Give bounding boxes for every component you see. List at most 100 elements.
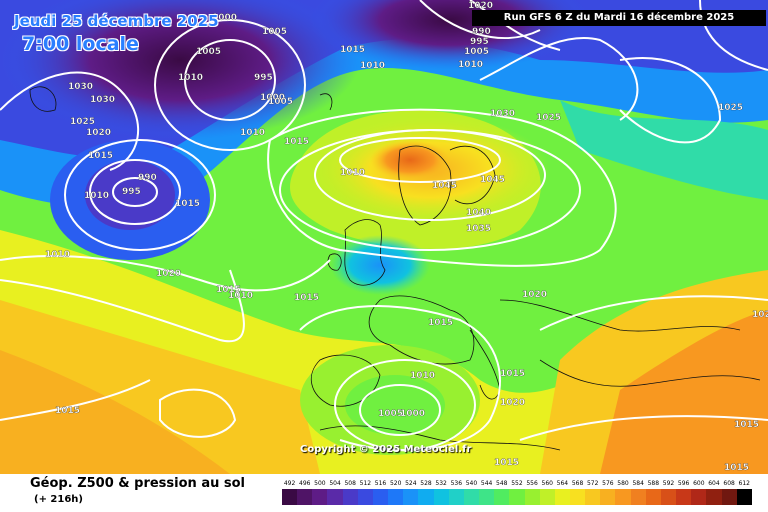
- scale-swatch: [600, 489, 616, 505]
- scale-label: 572: [586, 480, 599, 487]
- scale-label: 504: [329, 480, 341, 487]
- scale-label: 536: [450, 480, 463, 487]
- isobar-label: 1030: [490, 109, 515, 119]
- isobar-label: 1025: [70, 117, 95, 127]
- scale-swatch: [615, 489, 631, 505]
- isobar-label: 1005: [464, 47, 489, 57]
- footer: Géop. Z500 & pression au sol (+ 216h) 49…: [0, 474, 768, 512]
- scale-label: 512: [359, 480, 372, 487]
- isobar-label: 1025: [536, 113, 561, 123]
- isobar-label: 1005: [378, 409, 403, 419]
- isobar-label: 1005: [196, 47, 221, 57]
- scale-label: 576: [602, 480, 614, 487]
- isobar-label: 1010: [228, 291, 253, 301]
- isobar-label: 1015: [734, 420, 759, 430]
- isobar-label: 1015: [55, 406, 80, 416]
- scale-label: 588: [647, 480, 660, 487]
- isobar-label: 1005: [262, 27, 287, 37]
- isobar-label: 1020: [500, 398, 525, 408]
- scale-swatch: [554, 489, 570, 505]
- scale-label: 548: [496, 480, 508, 487]
- color-scale: 492 496 500 504 508 512 516 520 524 528 532 536 540 5…: [282, 478, 752, 508]
- scale-label: 516: [374, 480, 387, 487]
- isobar-label: 1010: [45, 250, 70, 260]
- coastlines: [29, 86, 761, 451]
- scale-label: 540: [465, 480, 478, 487]
- valid-time: 7:00 locale: [22, 33, 139, 55]
- isobar-label: 1015: [724, 463, 749, 473]
- scale-swatch: [630, 489, 646, 505]
- scale-label: 496: [299, 480, 311, 487]
- scale-label: 544: [480, 480, 493, 487]
- isobar-label: 1015: [500, 369, 525, 379]
- scale-swatch: [403, 489, 419, 505]
- scale-label: 556: [526, 480, 538, 487]
- scale-swatch: [448, 489, 464, 505]
- isobar-label: 1010: [240, 128, 265, 138]
- scale-label: 580: [617, 480, 629, 487]
- scale-label: 552: [511, 480, 523, 487]
- isobar-label: 1020: [752, 310, 768, 320]
- isobar-label: 1015: [216, 285, 241, 295]
- isobar-label: 1000: [400, 409, 425, 419]
- scale-swatch: [312, 489, 328, 505]
- isobar-label: 1010: [360, 61, 385, 71]
- isobar-label: 1040: [466, 208, 491, 218]
- scale-swatch: [660, 489, 677, 505]
- scale-swatch: [327, 489, 343, 505]
- weather-map: 1000 1005 1005 1010 995 1000 1005 1015 1010 1030 1…: [0, 0, 768, 474]
- med-low-core: [345, 375, 445, 435]
- scale-swatch: [524, 489, 540, 505]
- scale-label: 592: [662, 480, 675, 487]
- scale-label: 604: [708, 480, 720, 487]
- isobar-label: 1010: [84, 191, 109, 201]
- isobar-label: 1030: [68, 82, 93, 92]
- scale-labels: 492 496 500 504 508 512 516 520 524 528 532 536 540 5…: [282, 478, 752, 489]
- isobar-label: 1015: [494, 458, 519, 468]
- isobar-label: 995: [122, 187, 141, 197]
- isobar-label: 1015: [88, 151, 113, 161]
- scale-swatch: [569, 489, 586, 505]
- scale-swatch: [509, 489, 525, 505]
- copyright: Copyright © 2025 Meteociel.fr: [300, 444, 472, 455]
- isobar-label: 1015: [175, 199, 200, 209]
- isobar-label: 1015: [340, 45, 365, 55]
- trough-west: [0, 0, 360, 140]
- isobars: [0, 0, 768, 452]
- isobar-label: 1015: [284, 137, 309, 147]
- valid-date: Jeudi 25 décembre 2025: [14, 12, 219, 30]
- scale-label: 584: [632, 480, 644, 487]
- scale-swatch: [357, 489, 373, 505]
- isobar-label: 1030: [90, 95, 115, 105]
- isobar-label: 1045: [480, 175, 505, 185]
- scale-label: 608: [723, 480, 735, 487]
- scale-swatch: [494, 489, 510, 505]
- warm-belt-se2: [600, 310, 768, 474]
- scale-label: 524: [405, 480, 417, 487]
- isobar-label: 1010: [458, 60, 483, 70]
- parameter-title: Géop. Z500 & pression au sol: [30, 476, 245, 491]
- scale-swatch: [418, 489, 434, 505]
- isobar-label: 1005: [268, 97, 293, 107]
- scale-label: 596: [677, 480, 690, 487]
- scale-swatch: [721, 489, 737, 505]
- scale-label: 528: [420, 480, 432, 487]
- scale-label: 492: [283, 480, 296, 487]
- scale-label: 612: [738, 480, 750, 487]
- scale-swatch: [388, 489, 404, 505]
- isobar-label: 1000: [212, 13, 237, 23]
- scale-label: 564: [556, 480, 569, 487]
- isobar-label: 995: [470, 37, 489, 47]
- scale-label: 568: [571, 480, 584, 487]
- warm-belt-sw: [0, 350, 230, 474]
- lead-time: (+ 216h): [34, 494, 83, 505]
- scale-swatch: [676, 489, 692, 505]
- isobar-label: 1010: [178, 73, 203, 83]
- scale-swatch: [433, 489, 449, 505]
- scale-label: 532: [435, 480, 447, 487]
- scale-label: 520: [389, 480, 402, 487]
- scale-swatch: [645, 489, 661, 505]
- scale-swatch: [539, 489, 555, 505]
